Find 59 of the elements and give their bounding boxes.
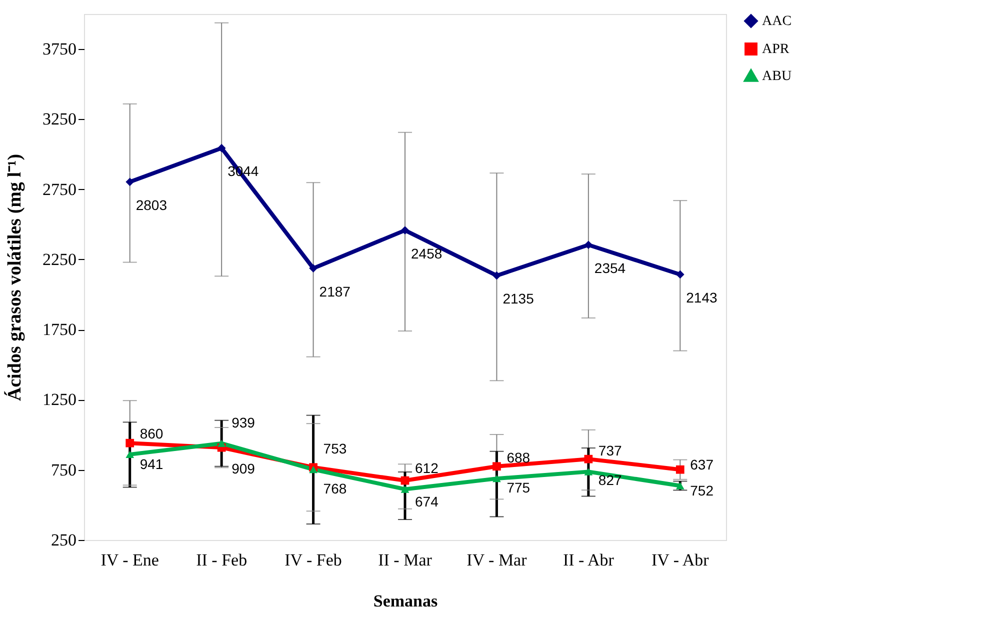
point [400,476,410,485]
data-label: 637 [690,456,714,473]
point [309,466,318,474]
point [492,474,501,482]
data-label: 612 [415,460,439,476]
data-label: 2458 [411,245,442,262]
data-label: 941 [140,456,164,472]
y-tick-label: 750 [51,460,76,480]
x-tick-label: IV - Ene [100,550,159,570]
y-tick-label: 1250 [42,390,76,410]
y-tick-label: 3250 [42,110,76,129]
x-tick-label: IV - Abr [651,550,710,570]
data-label: 860 [140,425,164,442]
x-tick-label: IV - Feb [284,550,342,570]
point [676,482,684,490]
point [126,178,134,186]
data-label: 2354 [594,260,626,276]
legend-label: APR [762,42,790,57]
x-axis-title: Semanas [373,592,438,610]
y-tick-label: 2250 [42,250,76,269]
y-tick-label: 1750 [42,320,76,340]
point [676,465,684,474]
data-label: 827 [598,472,622,488]
point [584,454,593,464]
x-tick-label: II - Abr [562,550,614,570]
data-label: 909 [232,460,256,477]
data-label: 2135 [502,290,534,307]
data-label: 939 [232,414,256,430]
point [126,450,134,458]
data-label: 2803 [136,196,168,213]
point [584,240,593,250]
x-tick-label: II - Mar [378,550,432,570]
point [492,271,501,280]
x-tick-label: IV - Mar [466,550,528,570]
point [492,462,501,471]
data-label: 2143 [686,289,718,306]
point [676,270,684,279]
data-label: 753 [323,440,347,456]
y-tick-label: 250 [51,530,76,550]
point [309,264,318,272]
legend-label: AAC [762,14,792,29]
y-tick-label: 2750 [42,180,76,199]
data-label: 688 [506,450,530,466]
legend-label: ABU [762,69,792,84]
point [584,468,593,476]
point [400,486,410,493]
y-tick-label: 3750 [42,40,76,59]
point [217,440,226,447]
point [126,438,134,448]
x-tick-label: II - Feb [196,550,248,570]
data-label: 674 [415,494,439,510]
data-label: 737 [598,442,622,459]
data-label: 768 [323,480,347,496]
point [400,226,410,234]
data-label: 2187 [319,283,351,300]
data-label: 752 [690,482,714,499]
data-label: 775 [506,479,530,496]
point [217,144,226,152]
y-axis-title: Ácidos grasos volátiles (mg l⁻¹) [4,154,26,402]
